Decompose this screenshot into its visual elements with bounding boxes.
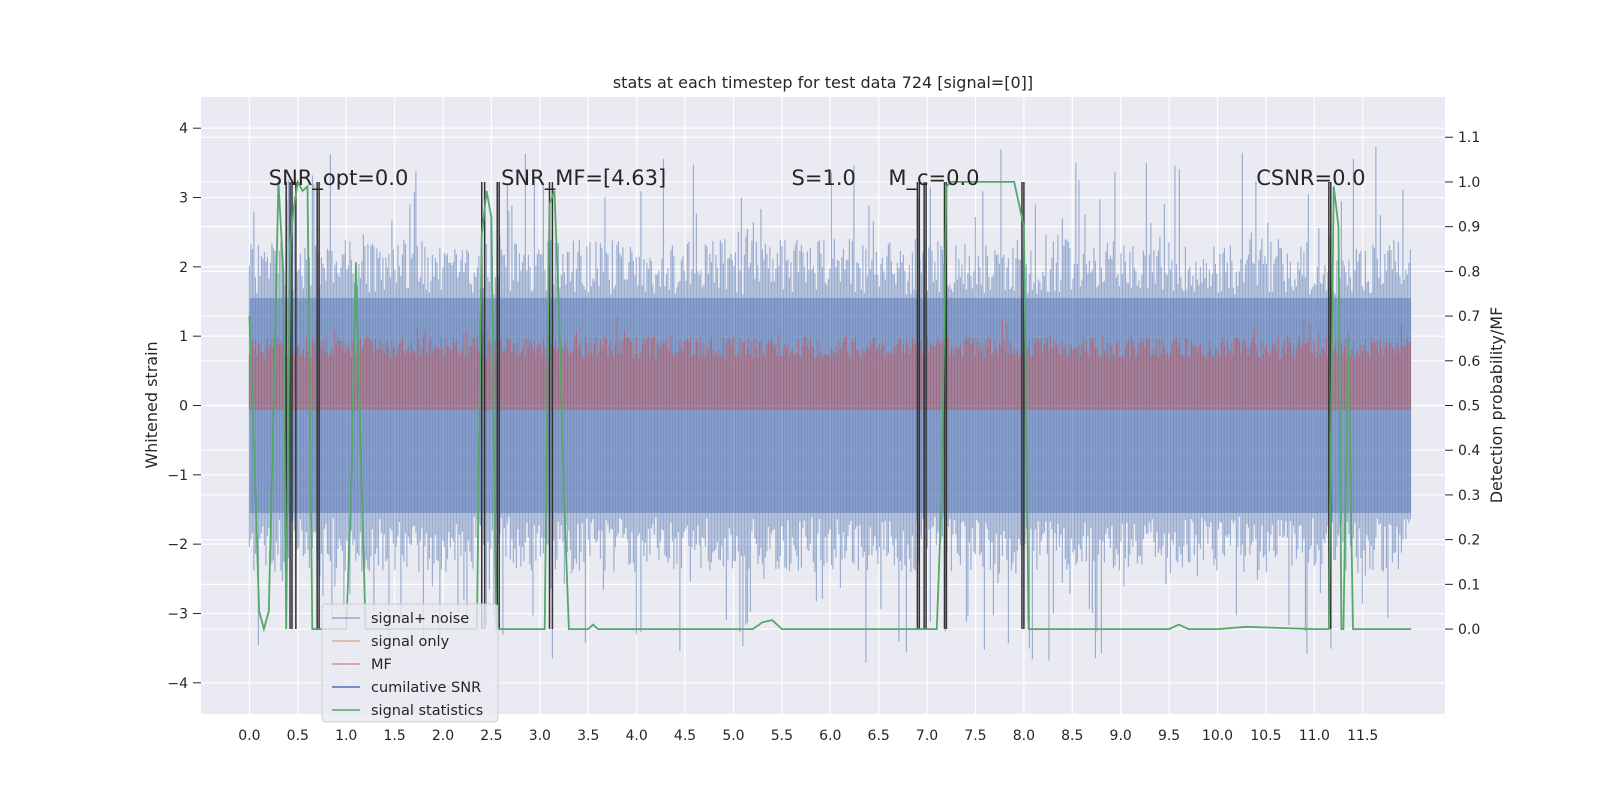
legend-box <box>321 603 499 723</box>
legend: signal+ noise signal only MF cumilative SNR… <box>321 603 499 723</box>
x-tick-label: 1.0 <box>335 728 357 744</box>
y2-tick-label: 0.8 <box>1458 264 1480 280</box>
x-tick-label: 4.0 <box>626 728 648 744</box>
annotation: SNR_MF=[4.63] <box>501 166 666 191</box>
legend-label: signal only <box>371 634 450 650</box>
y2-tick-label: 0.7 <box>1458 309 1480 325</box>
y2-tick-label: 0.9 <box>1458 220 1480 236</box>
y-tick-label: 2 <box>179 260 188 276</box>
y2-tick-label: 1.0 <box>1458 175 1480 191</box>
legend-label: cumilative SNR <box>371 680 481 696</box>
x-tick-label: 10.0 <box>1202 728 1233 744</box>
axes-layer: 0.0 0.5 1.0 1.5 2.0 2.5 3.0 3.5 4.0 4.5 5.0 5.5 6.0 6… <box>167 121 1480 744</box>
x-tick-label: 5.0 <box>722 728 744 744</box>
x-tick-label: 10.5 <box>1250 728 1281 744</box>
y2-tick-label: 0.6 <box>1458 354 1480 370</box>
y-tick-label: 4 <box>179 121 188 137</box>
y2-tick-label: 0.2 <box>1458 533 1480 549</box>
legend-label: signal+ noise <box>371 611 469 627</box>
annotation: M_c=0.0 <box>888 166 979 191</box>
x-tick-label: 6.0 <box>819 728 841 744</box>
annotation: S=1.0 <box>792 166 856 190</box>
x-tick-label: 0.0 <box>238 728 260 744</box>
x-tick-label: 3.5 <box>577 728 599 744</box>
series-signal-statistics <box>248 179 1412 633</box>
y2-tick-label: 0.3 <box>1458 488 1480 504</box>
y-axis-label: Whitened strain <box>142 341 161 468</box>
legend-label: signal statistics <box>371 703 483 719</box>
y2-tick-label: 0.4 <box>1458 443 1480 459</box>
legend-label: MF <box>371 657 392 673</box>
x-tick-label: 3.0 <box>529 728 551 744</box>
x-tick-label: 0.5 <box>287 728 309 744</box>
annotation: SNR_opt=0.0 <box>269 166 409 191</box>
y-tick-label: 3 <box>179 191 188 207</box>
y-tick-label: 1 <box>179 329 188 345</box>
x-tick-label: 9.5 <box>1158 728 1180 744</box>
y2-axis-label: Detection probability/MF <box>1487 307 1506 504</box>
y2-tick-label: 0.1 <box>1458 577 1480 593</box>
x-tick-label: 4.5 <box>674 728 696 744</box>
series-layer <box>248 146 1412 663</box>
y-tick-label: 0 <box>179 399 188 415</box>
x-tick-label: 7.0 <box>916 728 938 744</box>
y2-tick-label: 1.1 <box>1458 130 1480 146</box>
y-tick-label: −1 <box>167 468 188 484</box>
y-tick-label: −2 <box>167 537 188 553</box>
x-tick-label: 8.5 <box>1061 728 1083 744</box>
x-tick-label: 11.0 <box>1299 728 1330 744</box>
annotations: SNR_opt=0.0 SNR_MF=[4.63] S=1.0 M_c=0.0 CSNR… <box>269 166 1366 191</box>
x-tick-label: 8.0 <box>1013 728 1035 744</box>
y2-tick-label: 0.5 <box>1458 399 1480 415</box>
y-tick-label: −3 <box>167 606 188 622</box>
x-tick-label: 11.5 <box>1347 728 1378 744</box>
x-tick-label: 6.5 <box>868 728 890 744</box>
x-tick-label: 5.5 <box>771 728 793 744</box>
y-tick-label: −4 <box>167 676 188 692</box>
x-tick-label: 1.5 <box>383 728 405 744</box>
x-tick-label: 9.0 <box>1110 728 1132 744</box>
x-tick-label: 2.0 <box>432 728 454 744</box>
chart-title: stats at each timestep for test data 724… <box>613 73 1033 92</box>
y2-tick-label: 0.0 <box>1458 622 1480 638</box>
x-tick-label: 2.5 <box>480 728 502 744</box>
x-tick-label: 7.5 <box>964 728 986 744</box>
annotation: CSNR=0.0 <box>1256 166 1365 190</box>
